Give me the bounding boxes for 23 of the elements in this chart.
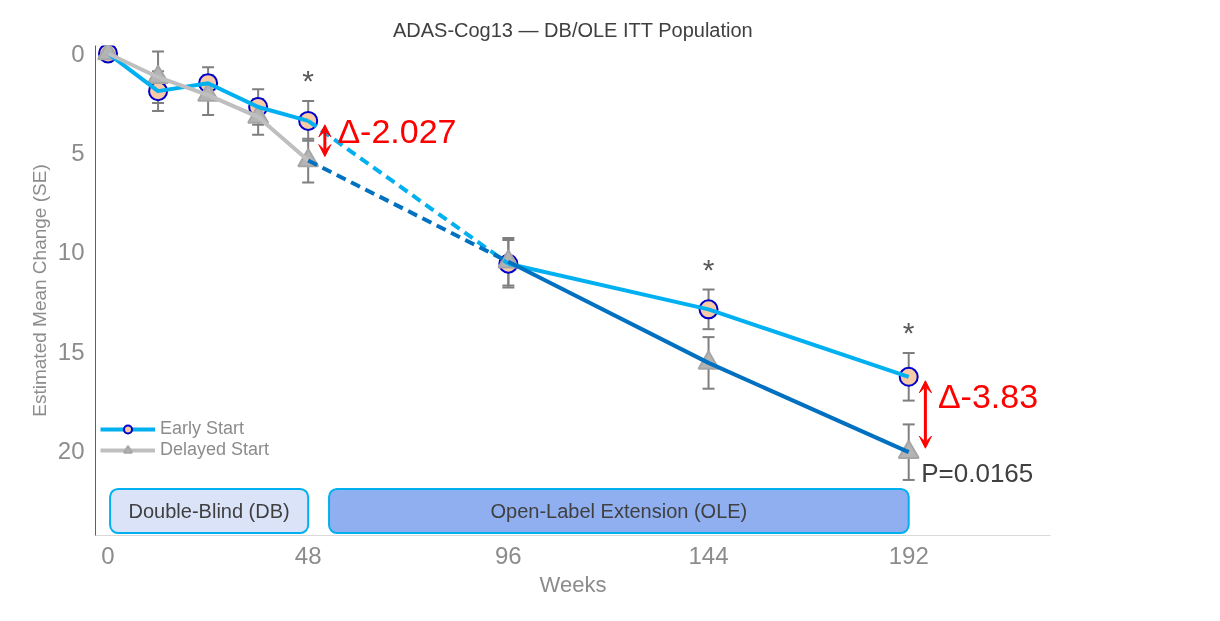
band-label: Double-Blind (DB) (128, 500, 290, 522)
x-tick-label: 192 (888, 541, 929, 569)
chart-title: ADAS-Cog13 — DB/OLE ITT Population (392, 18, 753, 41)
y-axis-title: Estimated Mean Change (SE) (28, 164, 50, 417)
annotation: * (302, 64, 315, 98)
y-tick-label: 5 (71, 139, 85, 167)
legend-label: Early Start (160, 418, 245, 439)
x-tick-label: 144 (688, 541, 729, 569)
annotation: Δ-3.83 (937, 376, 1039, 415)
annotation: Δ-2.027 (337, 111, 457, 150)
annotation: * (702, 252, 715, 286)
legend-label: Delayed Start (160, 439, 270, 460)
y-tick-label: 20 (57, 436, 85, 464)
y-tick-label: 10 (57, 238, 85, 266)
x-axis-title: Weeks (539, 571, 607, 597)
x-tick-label: 48 (294, 541, 322, 569)
x-tick-label: 0 (101, 541, 115, 569)
band-label: Open-Label Extension (OLE) (490, 500, 748, 522)
annotation: * (902, 315, 915, 349)
annotation: P=0.0165 (921, 458, 1034, 489)
x-tick-label: 96 (495, 541, 522, 569)
y-tick-label: 0 (71, 39, 85, 67)
y-tick-label: 15 (57, 337, 85, 365)
